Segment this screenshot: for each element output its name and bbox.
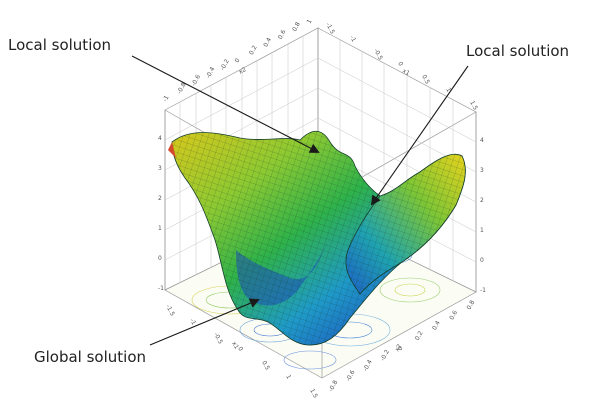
tick-x1-bottom: -1 xyxy=(188,318,197,327)
tick-x2-bottom: 0.8 xyxy=(466,299,477,311)
tick-x2-bottom: 0.4 xyxy=(431,320,442,332)
tick-x2-bottom: -0.6 xyxy=(345,369,357,383)
tick-z-left: -1 xyxy=(158,285,164,292)
tick-x1-top: -0.5 xyxy=(372,48,384,62)
tick-x1-top: 1.5 xyxy=(468,100,479,112)
tick-x2-bottom: 0.2 xyxy=(414,330,425,342)
arrow-local-right xyxy=(370,65,469,206)
tick-x2-top: 0.8 xyxy=(291,21,302,33)
tick-x2-bottom: 0.6 xyxy=(448,309,459,321)
tick-x1-top: 1 xyxy=(444,87,452,94)
tick-x2-top: 0.4 xyxy=(262,36,273,48)
axis-x1-bottom-label: x1 xyxy=(230,341,240,351)
tick-x2-top: 1 xyxy=(306,18,314,25)
tick-z-right: 2 xyxy=(480,197,484,204)
tick-x2-top: 0.2 xyxy=(248,44,259,56)
axis-x2-top-label: x2 xyxy=(238,66,248,76)
tick-x2-top: -0.2 xyxy=(219,58,231,72)
tick-z-right: 1 xyxy=(480,227,484,234)
tick-x1-top: 0 xyxy=(396,61,404,68)
tick-x2-bottom: 0 xyxy=(397,345,405,352)
tick-x1-top: -1.5 xyxy=(324,22,336,36)
tick-labels: -1-0.8-0.6-0.4-0.2 00.20.40.60.8 1-1.5-1-0… xyxy=(158,18,486,399)
callout-arrows xyxy=(131,55,469,346)
tick-x2-top: -0.8 xyxy=(176,81,188,95)
tick-z-right: 3 xyxy=(480,167,484,174)
label-local-solution-right: Local solution xyxy=(466,42,570,60)
tick-x2-bottom: -0.2 xyxy=(379,348,391,362)
arrow-local-left xyxy=(131,55,320,153)
tick-z-left: 1 xyxy=(158,225,162,232)
axis-x1-top-label: x1 xyxy=(401,68,411,78)
surface-mesh xyxy=(168,130,466,346)
tick-x2-bottom: -0.4 xyxy=(362,359,374,373)
tick-x2-top: -1 xyxy=(162,94,171,103)
tick-x1-top: 0.5 xyxy=(420,74,431,86)
label-global-solution: Global solution xyxy=(34,348,147,366)
tick-z-left: 3 xyxy=(158,165,162,172)
label-local-solution-left: Local solution xyxy=(8,36,112,54)
tick-x2-top: -0.4 xyxy=(205,66,217,80)
tick-x1-bottom: 0 xyxy=(236,346,244,353)
tick-z-left: 0 xyxy=(158,255,162,262)
tick-x2-top: -0.6 xyxy=(190,74,202,88)
axis-x2-bottom-label: x2 xyxy=(394,343,404,353)
tick-z-right: -1 xyxy=(480,287,486,294)
tick-z-right: 0 xyxy=(480,257,484,264)
tick-x1-bottom: 1 xyxy=(284,374,292,381)
tick-x2-top: 0 xyxy=(234,57,242,64)
tick-z-left: 4 xyxy=(158,135,162,142)
tick-x2-top: 0.6 xyxy=(277,29,288,41)
tick-z-right: 4 xyxy=(480,137,484,144)
tick-x1-bottom: -1.5 xyxy=(164,304,176,318)
tick-x1-bottom: 1.5 xyxy=(308,388,319,400)
tick-z-left: 2 xyxy=(158,195,162,202)
tick-x1-bottom: -0.5 xyxy=(212,332,224,346)
tick-x1-bottom: 0.5 xyxy=(260,360,271,372)
arrow-global xyxy=(149,298,260,346)
tick-x1-top: -1 xyxy=(348,35,357,44)
tick-x2-bottom: -0.8 xyxy=(328,379,340,393)
